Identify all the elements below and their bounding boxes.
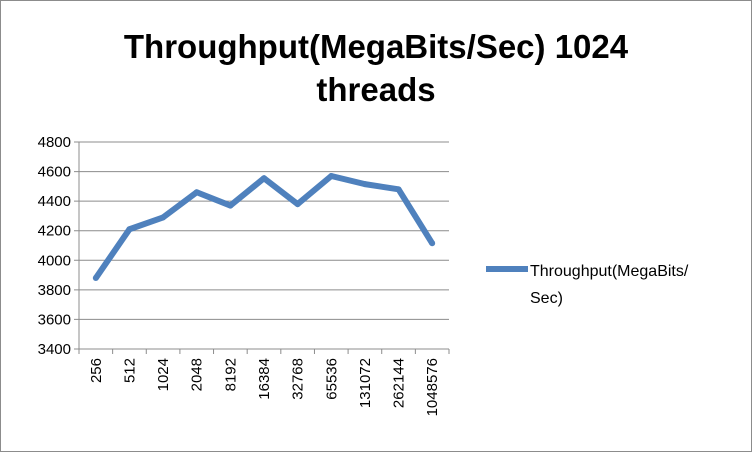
series-line-0 [93,173,435,280]
legend-label-line-2: Sec) [530,290,563,307]
y-tick-label-4000: 4000 [38,252,71,269]
y-tick-label-4600: 4600 [38,164,71,181]
x-tick-label-512: 512 [121,358,138,383]
data-point-16384 [261,175,267,182]
chart-title-line-2: threads [316,71,435,108]
x-tick-label-131072: 131072 [357,358,374,408]
x-tick-label-1048576: 1048576 [424,358,441,416]
x-tick-label-32768: 32768 [290,358,307,400]
data-point-262144 [395,186,402,193]
y-tick-label-4200: 4200 [38,223,71,240]
x-tick-label-65536: 65536 [323,358,340,400]
y-tick-label-4400: 4400 [38,193,71,210]
chart-title-line-1: Throughput(MegaBits/Sec) 1024 [124,28,629,65]
data-point-131072 [361,181,368,188]
data-point-65536 [328,173,335,180]
data-point-32768 [294,201,301,208]
x-tick-label-256: 256 [88,358,105,383]
data-point-1048576 [429,240,436,247]
y-tick-label-3800: 3800 [38,282,71,299]
y-tick-label-3600: 3600 [38,311,71,328]
x-tick-label-262144: 262144 [391,358,408,408]
x-tick-label-8192: 8192 [222,358,239,391]
y-tick-label-3400: 3400 [38,341,71,358]
data-point-512 [126,226,133,233]
x-tick-label-16384: 16384 [256,358,273,400]
x-tick-label-1024: 1024 [155,358,172,391]
x-tick-label-2048: 2048 [189,358,206,391]
y-tick-label-4800: 4800 [38,134,71,151]
data-point-1024 [160,214,167,221]
legend-label-line-1: Throughput(MegaBits/ [530,263,689,280]
data-point-256 [92,275,99,282]
data-point-8192 [227,202,234,209]
legend: Throughput(MegaBits/ Sec) [486,263,689,307]
data-point-2048 [193,189,200,196]
